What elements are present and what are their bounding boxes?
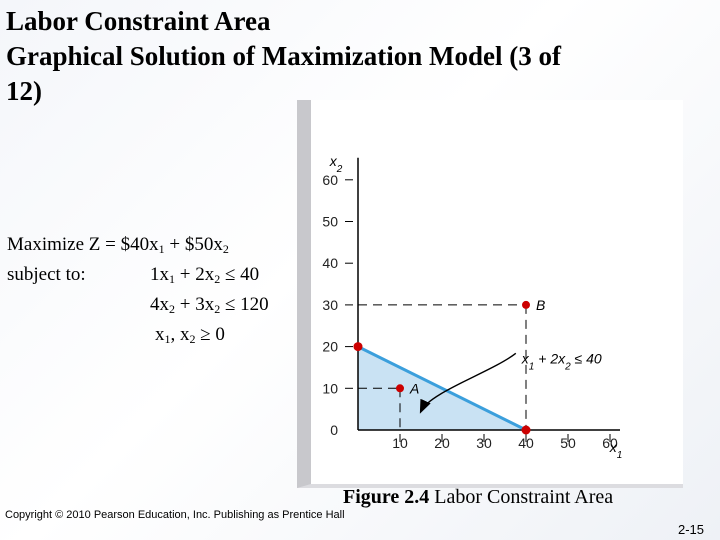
y-tick-label: 40 — [322, 255, 338, 271]
page-number: 2-15 — [677, 522, 704, 537]
y-tick-label: 50 — [322, 214, 338, 230]
point-a — [396, 384, 404, 393]
x-tick-label: 20 — [434, 435, 450, 451]
title-line-1: Labor Constraint Area — [6, 6, 271, 36]
title-line-3: 12) — [6, 76, 42, 106]
labor-constraint-chart: 0 10 20 30 40 50 60 10 20 30 40 50 60 x2 x1 A Bx1 + 2x2… — [322, 153, 623, 461]
y-tick-label: 20 — [322, 339, 338, 355]
slide-title: Labor Constraint Area Graphical Solution… — [6, 4, 706, 109]
title-line-2: Graphical Solution of Maximization Model… — [6, 41, 561, 71]
constraint-label-arrow — [419, 352, 517, 414]
copyright-notice: Copyright © 2010 Pearson Education, Inc.… — [5, 509, 345, 521]
x-tick-label: 30 — [476, 435, 492, 451]
objective-function: Maximize Z = $40x1 + $50x2 — [7, 234, 229, 256]
constraint-1: 1x1 + 2x2 ≤ 40 — [150, 264, 260, 286]
x-tick-label: 50 — [560, 435, 576, 451]
figure-caption-text: Labor Constraint Area — [434, 486, 614, 508]
point-b — [522, 300, 530, 309]
y-tick-label: 30 — [322, 297, 338, 313]
point-label-b: B — [536, 297, 545, 313]
x-tick-label: 40 — [518, 435, 534, 451]
intercept-x1 — [521, 425, 531, 435]
constraint-2: 4x2 + 3x2 ≤ 120 — [150, 294, 269, 316]
subject-to-label: subject to: — [7, 264, 86, 285]
y-tick-label: 60 — [322, 172, 338, 188]
figure-caption: Figure 2.4 Labor Constraint Area — [343, 486, 613, 509]
constraint-label: x1 + 2x2 ≤ 40 — [521, 350, 602, 372]
point-label-a: A — [409, 380, 419, 396]
constraint-line — [357, 345, 527, 432]
intercept-x2 — [353, 342, 363, 352]
x-tick-label: 60 — [602, 435, 618, 451]
y-tick-label: 10 — [322, 380, 338, 396]
y-tick-label: 0 — [330, 422, 338, 438]
y-axis-label: x2 — [329, 153, 343, 175]
non-negativity-constraint: x1, x2 ≥ 0 — [155, 324, 225, 346]
x-axis-label: x1 — [609, 439, 623, 461]
figure-number: Figure 2.4 — [343, 486, 430, 508]
x-tick-label: 10 — [392, 435, 408, 451]
